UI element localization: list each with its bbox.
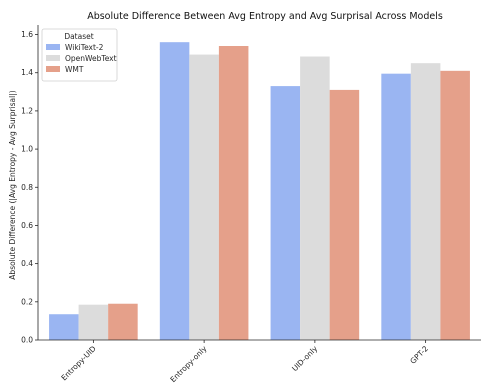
legend-label: WMT bbox=[65, 65, 84, 74]
y-tick-label: 0.4 bbox=[21, 259, 33, 268]
bar-openwebtext-entropy-only bbox=[189, 54, 219, 340]
y-tick-label: 1.6 bbox=[21, 30, 33, 39]
legend-label: WikiText-2 bbox=[65, 43, 104, 52]
bar-wikitext-2-gpt-2 bbox=[381, 73, 411, 340]
x-tick-label: Entropy-UID bbox=[59, 344, 97, 382]
y-tick-label: 1.0 bbox=[21, 145, 33, 154]
y-tick-label: 1.4 bbox=[21, 68, 33, 77]
legend-swatch bbox=[46, 55, 60, 61]
y-tick-label: 0.6 bbox=[21, 221, 33, 230]
legend-frame bbox=[41, 28, 118, 82]
x-ticks-group: Entropy-UID Entropy-only UID-only GPT-2 bbox=[59, 340, 430, 383]
bar-wikitext-2-entropy-uid bbox=[49, 314, 79, 340]
bar-openwebtext-entropy-uid bbox=[78, 304, 109, 340]
x-tick-label: UID-only bbox=[290, 344, 320, 374]
y-tick-label: 0.2 bbox=[21, 297, 33, 306]
bar-openwebtext-gpt-2 bbox=[410, 63, 441, 340]
bar-wmt-entropy-uid bbox=[108, 303, 138, 340]
y-tick-label: 1.2 bbox=[21, 106, 33, 115]
bar-wmt-entropy-only bbox=[218, 46, 249, 340]
legend-swatch bbox=[46, 44, 60, 50]
x-tick-label: GPT-2 bbox=[408, 344, 430, 366]
chart-title: Absolute Difference Between Avg Entropy … bbox=[87, 11, 443, 22]
legend-label: OpenWebText bbox=[65, 54, 117, 63]
y-tick-label: 0.0 bbox=[21, 336, 33, 345]
bar-wmt-gpt-2 bbox=[440, 70, 470, 341]
bar-wikitext-2-entropy-only bbox=[159, 42, 190, 340]
y-axis-label: Absolute Difference (|Avg Entropy - Avg … bbox=[8, 90, 17, 279]
y-tick-label: 0.8 bbox=[21, 183, 33, 192]
y-ticks-group: 0.0 0.2 0.4 0.6 0.8 1.0 1.2 1.4 1.6 bbox=[21, 30, 38, 345]
bars-group bbox=[49, 42, 470, 341]
x-tick-label: Entropy-only bbox=[168, 344, 209, 383]
legend: Dataset WikiText-2 OpenWebText WMT bbox=[41, 28, 118, 82]
bar-wikitext-2-uid-only bbox=[270, 86, 301, 340]
legend-title: Dataset bbox=[64, 32, 93, 41]
bar-wmt-uid-only bbox=[329, 89, 360, 340]
legend-swatch bbox=[46, 66, 60, 72]
bar-openwebtext-uid-only bbox=[300, 56, 330, 340]
